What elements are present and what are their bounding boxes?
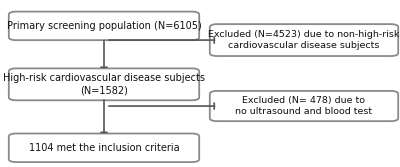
Text: High-risk cardiovascular disease subjects
(N=1582): High-risk cardiovascular disease subject…: [3, 73, 205, 96]
Text: 1104 met the inclusion criteria: 1104 met the inclusion criteria: [29, 143, 179, 153]
Text: Excluded (N= 478) due to
no ultrasound and blood test: Excluded (N= 478) due to no ultrasound a…: [236, 96, 372, 116]
FancyBboxPatch shape: [9, 12, 199, 40]
Text: Primary screening population (N=6105): Primary screening population (N=6105): [7, 21, 201, 31]
FancyBboxPatch shape: [210, 91, 398, 121]
Text: Excluded (N=4523) due to non-high-risk
cardiovascular disease subjects: Excluded (N=4523) due to non-high-risk c…: [208, 30, 400, 50]
FancyBboxPatch shape: [9, 134, 199, 162]
FancyBboxPatch shape: [210, 24, 398, 56]
FancyBboxPatch shape: [9, 68, 199, 100]
